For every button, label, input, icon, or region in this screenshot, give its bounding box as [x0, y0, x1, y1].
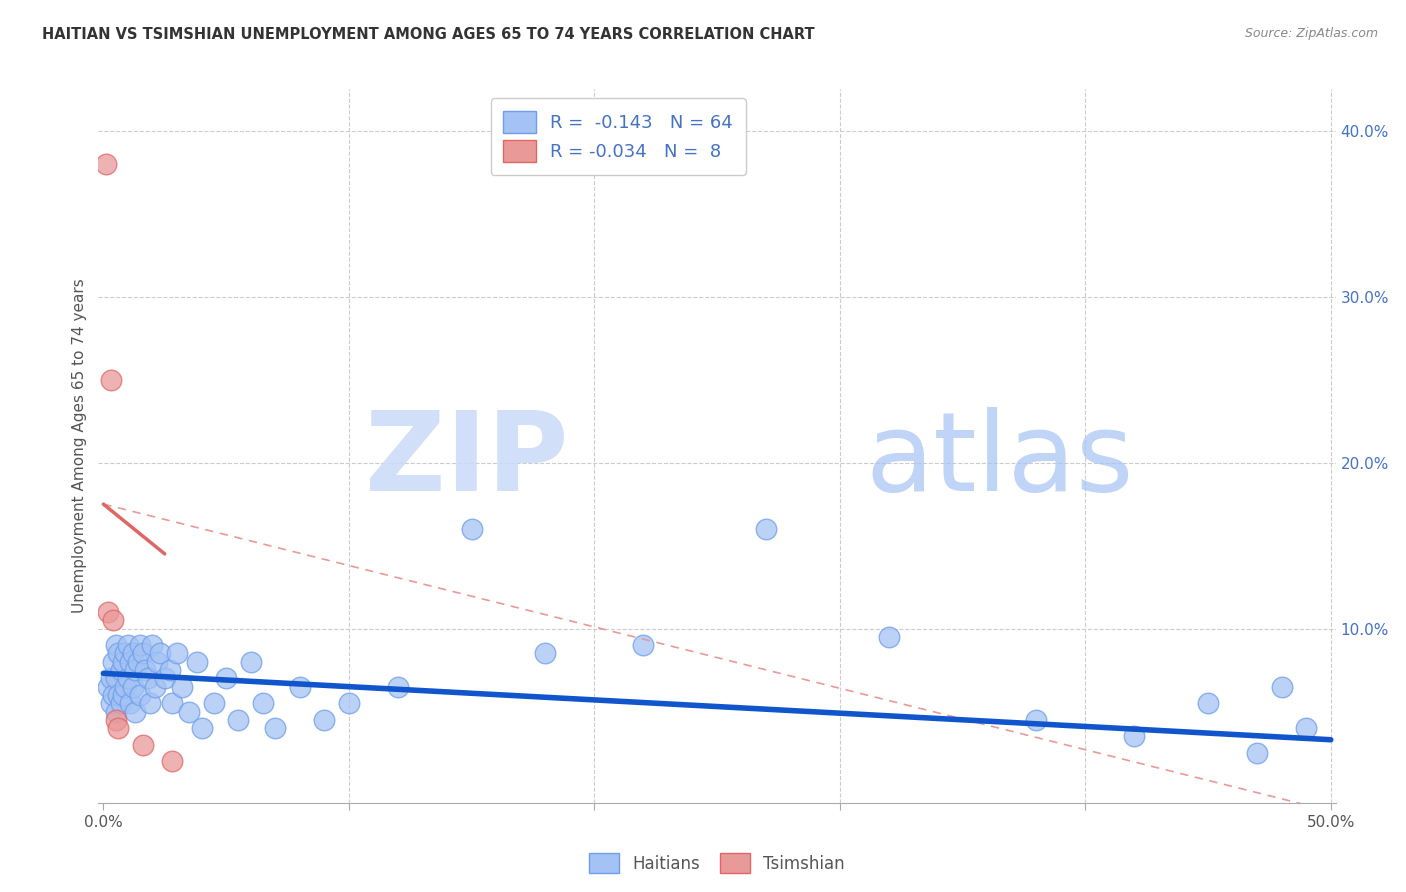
Point [124, 705, 146, 719]
Point [159, 663, 181, 677]
Point [131, 647, 153, 661]
Point [215, 671, 238, 685]
Point [94, 157, 117, 171]
Point [100, 373, 122, 387]
Point [110, 696, 132, 710]
Point [111, 688, 134, 702]
Point [114, 647, 136, 661]
Point [136, 671, 159, 685]
Point [107, 688, 129, 702]
Point [1271, 680, 1294, 694]
Legend: Haitians, Tsimshian: Haitians, Tsimshian [582, 847, 852, 880]
Point [101, 613, 124, 627]
Point [131, 738, 153, 752]
Point [153, 671, 176, 685]
Point [141, 638, 163, 652]
Point [186, 655, 208, 669]
Point [1197, 696, 1219, 710]
Point [337, 696, 360, 710]
Point [104, 638, 127, 652]
Point [129, 638, 152, 652]
Point [633, 638, 655, 652]
Point [110, 663, 132, 677]
Text: atlas: atlas [866, 407, 1135, 514]
Point [264, 721, 287, 735]
Point [101, 688, 124, 702]
Point [104, 671, 127, 685]
Text: ZIP: ZIP [366, 407, 568, 514]
Point [104, 713, 127, 727]
Point [107, 647, 129, 661]
Point [124, 663, 146, 677]
Point [160, 696, 183, 710]
Point [100, 696, 122, 710]
Point [121, 647, 143, 661]
Point [534, 647, 557, 661]
Point [100, 671, 122, 685]
Point [166, 647, 188, 661]
Point [149, 647, 172, 661]
Point [104, 705, 127, 719]
Point [101, 655, 124, 669]
Text: Source: ZipAtlas.com: Source: ZipAtlas.com [1244, 27, 1378, 40]
Point [139, 696, 162, 710]
Point [160, 754, 183, 768]
Point [239, 655, 262, 669]
Point [190, 721, 212, 735]
Point [252, 696, 274, 710]
Point [387, 680, 409, 694]
Point [755, 522, 778, 536]
Point [97, 680, 120, 694]
Point [228, 713, 250, 727]
Point [117, 638, 139, 652]
Point [460, 522, 482, 536]
Point [107, 721, 129, 735]
Point [97, 605, 120, 619]
Point [1246, 746, 1268, 760]
Point [314, 713, 336, 727]
Point [288, 680, 311, 694]
Point [121, 680, 143, 694]
Text: HAITIAN VS TSIMSHIAN UNEMPLOYMENT AMONG AGES 65 TO 74 YEARS CORRELATION CHART: HAITIAN VS TSIMSHIAN UNEMPLOYMENT AMONG … [42, 27, 815, 42]
Point [134, 663, 156, 677]
Point [877, 630, 900, 644]
Point [1025, 713, 1047, 727]
Point [120, 655, 142, 669]
Point [143, 680, 166, 694]
Y-axis label: Unemployment Among Ages 65 to 74 years: Unemployment Among Ages 65 to 74 years [72, 278, 87, 614]
Point [117, 671, 139, 685]
Point [1295, 721, 1317, 735]
Point [129, 688, 152, 702]
Point [202, 696, 225, 710]
Point [146, 655, 169, 669]
Point [114, 680, 136, 694]
Point [111, 655, 134, 669]
Point [127, 655, 149, 669]
Point [1123, 730, 1146, 744]
Point [120, 696, 142, 710]
Point [179, 705, 201, 719]
Point [170, 680, 193, 694]
